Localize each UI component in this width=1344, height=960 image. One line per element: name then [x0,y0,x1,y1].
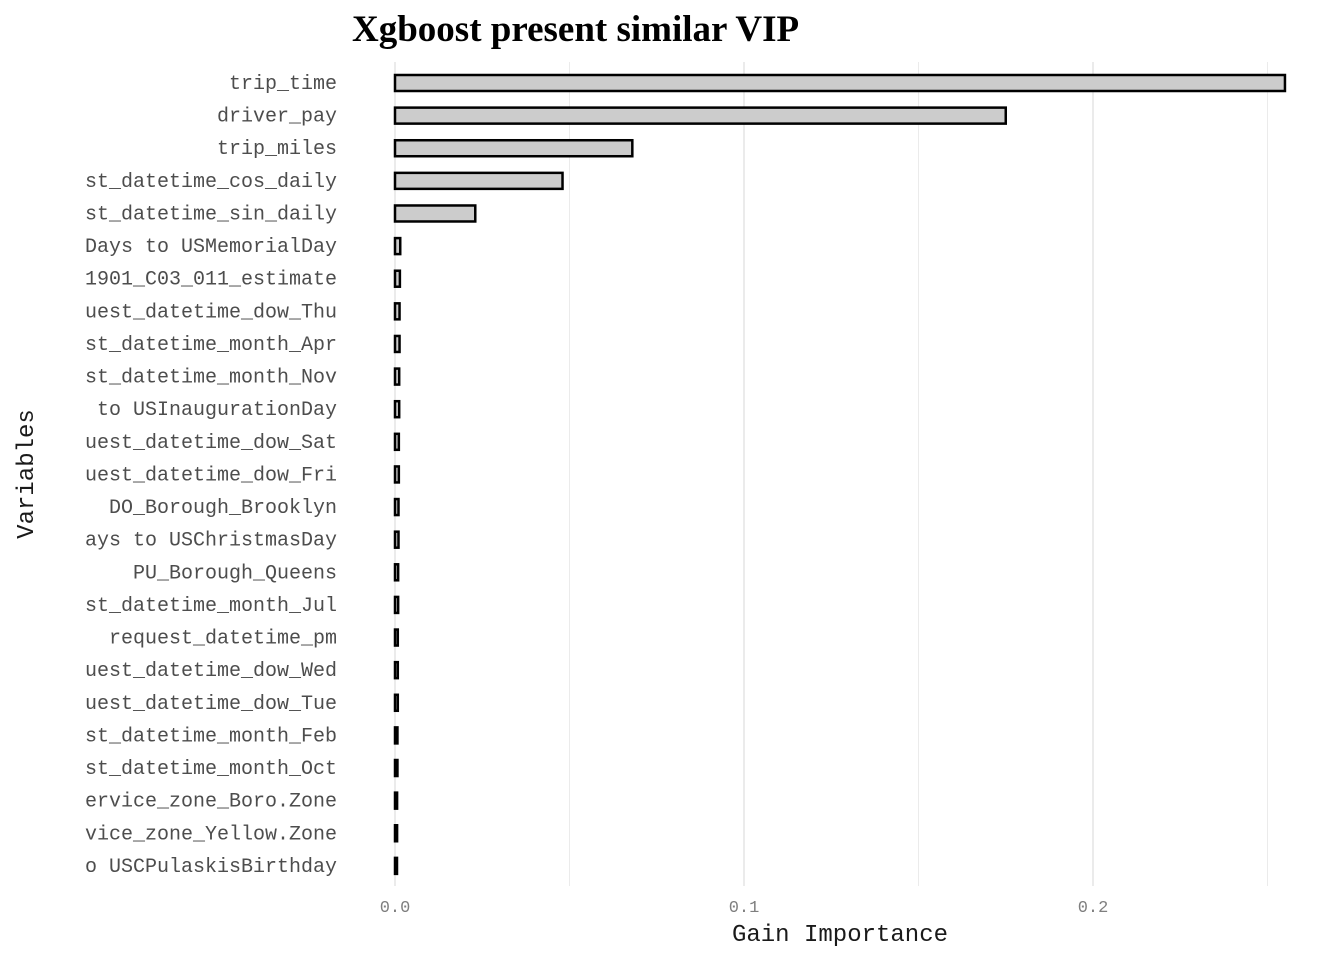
y-tick-label: PU_Borough_Queens [133,562,337,585]
bar [393,204,477,223]
bar [393,399,401,419]
y-tick-label: uest_datetime_dow_Fri [85,464,337,487]
bar [393,334,401,354]
bar [393,171,564,191]
y-tick-label: 1901_C03_011_estimate [85,269,337,292]
y-tick-label: to USInaugurationDay [97,399,337,422]
bar [393,595,400,615]
y-tick-label: ervice_zone_Boro.Zone [85,791,337,814]
bar [393,660,400,680]
bar [393,302,401,321]
y-tick-label: request_datetime_pm [109,628,337,651]
y-tick-label: vice_zone_Yellow.Zone [85,823,337,846]
bar [393,726,399,745]
y-tick-label: ays to USChristmasDay [85,530,337,553]
bar [393,73,1287,93]
y-tick-label: DO_Borough_Brooklyn [109,497,337,520]
bar [393,138,634,158]
x-axis-title: Gain Importance [732,922,948,949]
y-tick-label: st_datetime_sin_daily [85,203,337,226]
y-tick-label: o USCPulaskisBirthday [85,856,337,879]
y-tick-label: st_datetime_month_Feb [85,725,337,748]
y-tick-label: Days to USMemorialDay [85,236,337,259]
bar [393,236,402,256]
bar [393,106,1007,125]
y-tick-label: uest_datetime_dow_Sat [85,432,337,455]
y-tick-label: driver_pay [217,106,337,129]
y-tick-label: st_datetime_month_Apr [85,334,337,357]
y-tick-label: uest_datetime_dow_Tue [85,693,337,716]
y-tick-label: st_datetime_month_Nov [85,367,337,390]
y-tick-label: uest_datetime_dow_Thu [85,301,337,324]
y-tick-label: trip_time [229,73,337,96]
bar [393,791,399,810]
chart-title: Xgboost present similar VIP [352,9,799,50]
bar [393,432,401,452]
bar [393,758,399,778]
bar [393,269,402,288]
y-tick-label: st_datetime_month_Oct [85,758,337,781]
x-tick-label: 0.0 [380,899,411,918]
bar [393,497,400,517]
bar [393,530,400,549]
bar [393,563,400,582]
y-tick-label: trip_miles [217,138,337,161]
y-tick-label: st_datetime_month_Jul [85,595,337,618]
bar [393,856,399,876]
bar [393,465,401,484]
y-tick-label: uest_datetime_dow_Wed [85,660,337,683]
x-tick-label: 0.2 [1078,899,1109,918]
y-axis-title: Variables [14,409,41,539]
bar [393,367,401,386]
x-tick-label: 0.1 [729,899,760,918]
y-tick-label: st_datetime_cos_daily [85,171,337,194]
bar [393,628,400,647]
bar [393,824,399,843]
bar [393,693,400,713]
